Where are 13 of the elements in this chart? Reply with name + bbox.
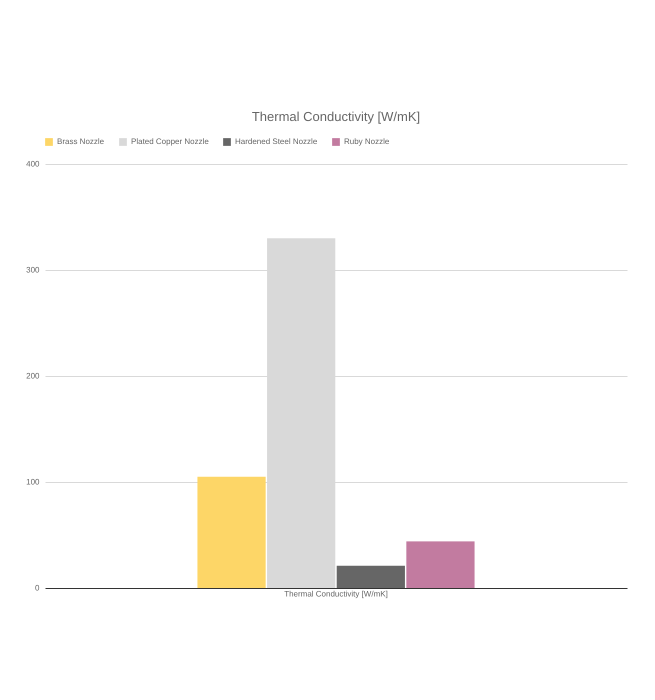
bar <box>406 541 475 588</box>
bar <box>197 476 266 588</box>
y-tick-label: 300 <box>26 266 40 274</box>
y-tick-label: 100 <box>26 478 40 486</box>
legend-label: Plated Copper Nozzle <box>131 137 210 146</box>
chart-title: Thermal Conductivity [W/mK] <box>252 109 420 124</box>
bar <box>336 566 405 588</box>
y-tick-label: 200 <box>26 372 40 380</box>
legend-label: Ruby Nozzle <box>344 137 390 146</box>
legend-label: Hardened Steel Nozzle <box>235 137 318 146</box>
legend-label: Brass Nozzle <box>57 137 105 146</box>
y-tick-label: 400 <box>26 160 40 168</box>
y-tick-label: 0 <box>35 584 40 592</box>
